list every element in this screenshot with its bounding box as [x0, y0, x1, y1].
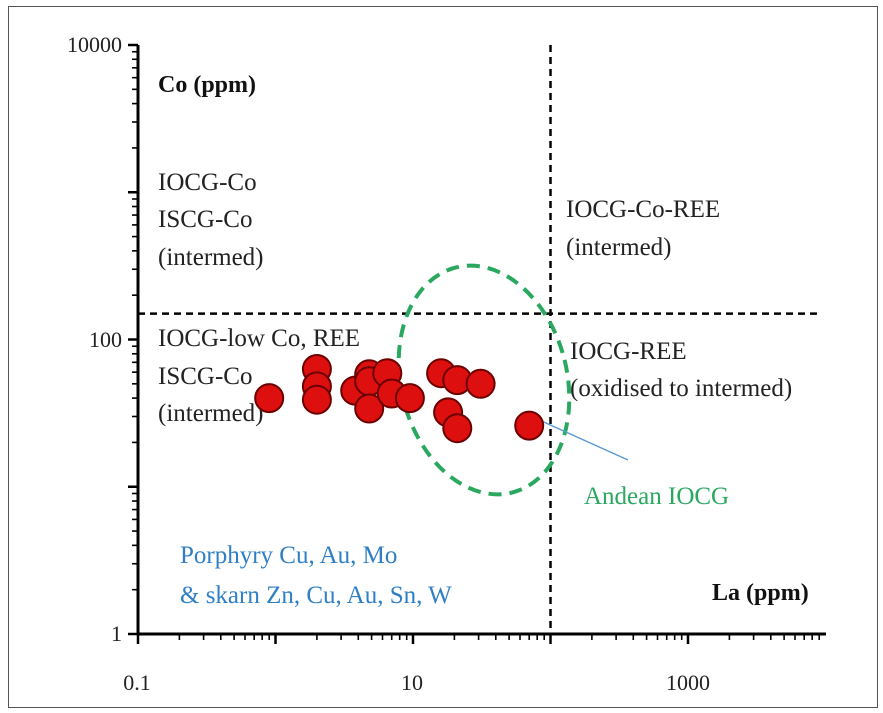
- andean-iocg-leader-line: [536, 418, 629, 461]
- zone-label-iocg-co: IOCG-Co ISCG-Co (intermed): [158, 169, 264, 271]
- y-axis-title: Co (ppm): [158, 72, 256, 98]
- data-points: [254, 354, 545, 444]
- zone-label-line: (intermed): [566, 234, 672, 261]
- andean-iocg-label: Andean IOCG: [584, 483, 729, 510]
- data-point: [301, 384, 332, 415]
- zone-label-line: ISCG-Co: [158, 363, 252, 390]
- zone-label-line: (oxidised to intermed): [570, 375, 792, 402]
- data-point: [442, 413, 473, 444]
- chart-frame: [8, 6, 878, 708]
- x-tick-label: 10: [401, 670, 423, 695]
- x-tick-label: 0.1: [123, 670, 151, 695]
- data-point: [465, 368, 496, 399]
- y-tick-label: 1: [111, 621, 122, 646]
- x-tick-label: 1000: [666, 670, 710, 695]
- zone-label-line: ISCG-Co: [158, 206, 252, 233]
- data-point: [254, 383, 285, 414]
- data-point: [354, 393, 385, 424]
- zone-label-line: IOCG-Co: [158, 169, 257, 196]
- x-axis-title: La (ppm): [712, 580, 809, 606]
- zone-label-line: Porphyry Cu, Au, Mo: [180, 542, 397, 569]
- zone-label-line: (intermed): [158, 244, 264, 271]
- data-point: [514, 410, 545, 441]
- zone-label-iocg-ree: IOCG-REE (oxidised to intermed): [570, 338, 792, 402]
- zone-label-line: (intermed): [158, 400, 264, 427]
- zone-label-line: IOCG-REE: [570, 338, 687, 365]
- zone-label-porphyry: Porphyry Cu, Au, Mo & skarn Zn, Cu, Au, …: [180, 542, 452, 609]
- zone-label-line: & skarn Zn, Cu, Au, Sn, W: [180, 582, 452, 609]
- data-point: [394, 383, 425, 414]
- zone-label-iocg-low-co: IOCG-low Co, REE ISCG-Co (intermed): [158, 325, 360, 427]
- zone-label-line: IOCG-Co-REE: [566, 196, 720, 223]
- andean-iocg-field-ellipse: [396, 263, 572, 497]
- zone-label-iocg-co-ree: IOCG-Co-REE (intermed): [566, 196, 720, 261]
- zone-label-line: IOCG-low Co, REE: [158, 325, 360, 352]
- y-tick-label: 100: [89, 327, 122, 352]
- y-tick-label: 10000: [67, 32, 122, 57]
